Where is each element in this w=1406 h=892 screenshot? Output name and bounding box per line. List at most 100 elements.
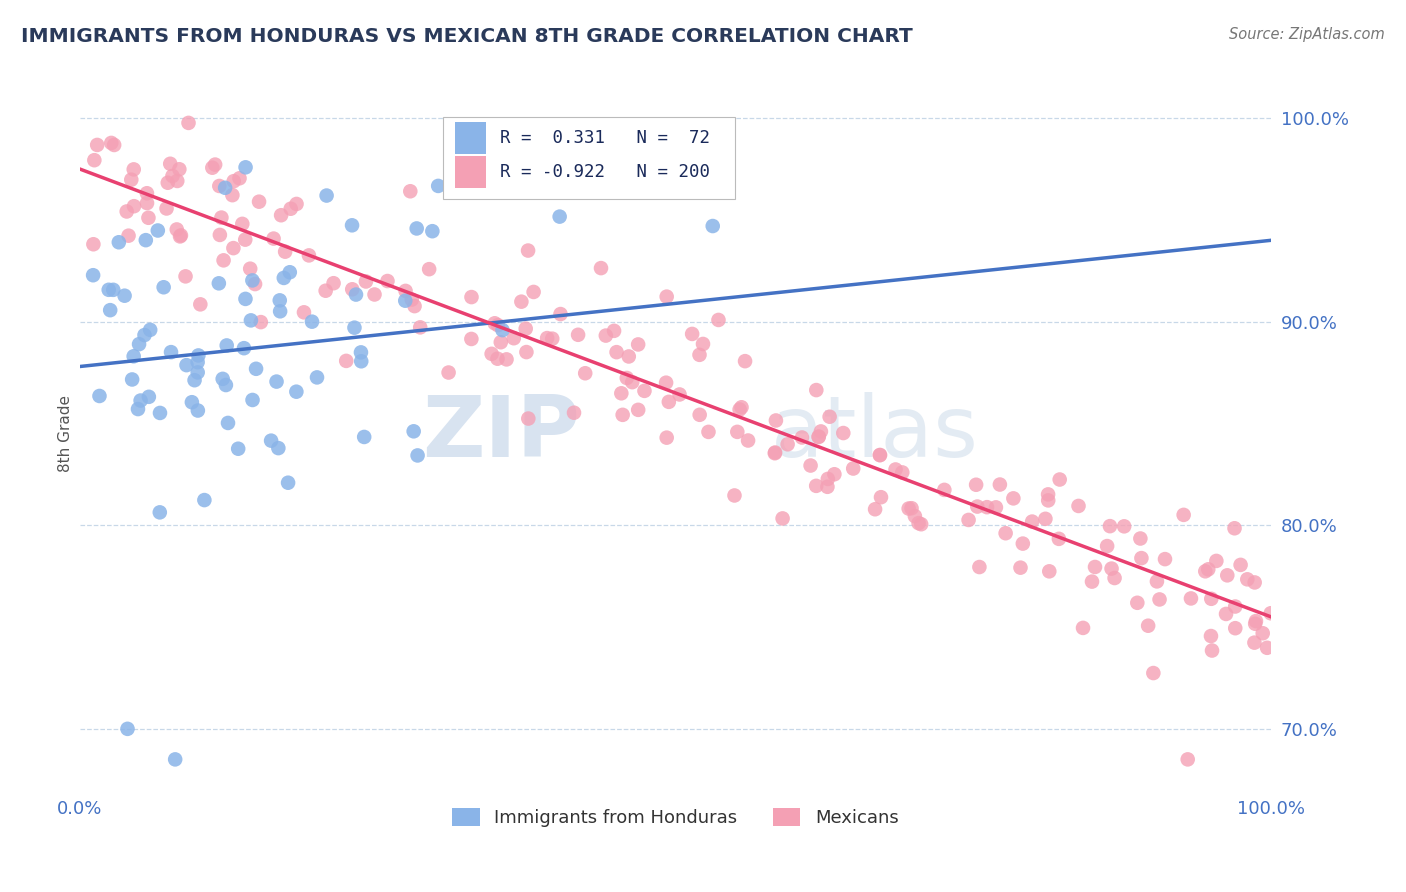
- Point: [193, 493, 215, 508]
- Point: [984, 500, 1007, 515]
- Point: [134, 328, 156, 343]
- Point: [243, 277, 266, 291]
- Point: [274, 244, 297, 259]
- Point: [658, 395, 681, 409]
- Point: [298, 248, 321, 262]
- Point: [681, 326, 703, 341]
- Point: [215, 338, 238, 352]
- Point: [1114, 519, 1136, 533]
- Point: [1201, 643, 1223, 657]
- Point: [242, 392, 264, 407]
- Point: [668, 387, 690, 401]
- Point: [108, 235, 131, 250]
- Point: [1180, 591, 1202, 606]
- Point: [270, 208, 292, 222]
- Point: [689, 408, 711, 422]
- Point: [655, 376, 678, 390]
- Point: [484, 316, 506, 330]
- Point: [204, 158, 226, 172]
- Point: [340, 219, 363, 233]
- Point: [122, 199, 145, 213]
- Point: [399, 184, 422, 198]
- Point: [1038, 493, 1060, 508]
- Point: [208, 227, 231, 242]
- Point: [315, 188, 337, 202]
- Point: [422, 224, 444, 238]
- Point: [1177, 752, 1199, 766]
- Point: [1236, 572, 1258, 586]
- FancyBboxPatch shape: [443, 117, 735, 199]
- Point: [702, 219, 724, 233]
- Point: [159, 157, 181, 171]
- Point: [263, 231, 285, 245]
- Point: [633, 384, 655, 398]
- Point: [170, 228, 193, 243]
- Point: [222, 241, 245, 255]
- Point: [1260, 607, 1282, 621]
- Point: [1229, 558, 1251, 572]
- Point: [1199, 629, 1222, 643]
- Point: [515, 345, 537, 359]
- Point: [806, 479, 828, 493]
- Point: [1223, 521, 1246, 535]
- Point: [1137, 618, 1160, 632]
- Point: [1011, 536, 1033, 550]
- Text: ZIP: ZIP: [422, 392, 581, 475]
- Point: [342, 282, 364, 296]
- Point: [616, 371, 638, 385]
- Text: R =  0.331   N =  72: R = 0.331 N = 72: [501, 129, 710, 147]
- Point: [117, 228, 139, 243]
- Point: [776, 437, 799, 451]
- Point: [772, 511, 794, 525]
- Point: [481, 347, 503, 361]
- Point: [486, 351, 509, 366]
- Point: [734, 354, 756, 368]
- Bar: [456, 122, 486, 154]
- Point: [418, 262, 440, 277]
- Point: [121, 372, 143, 386]
- Point: [612, 408, 634, 422]
- Point: [510, 294, 533, 309]
- Point: [725, 425, 748, 439]
- Point: [723, 488, 745, 502]
- Point: [817, 472, 839, 486]
- Point: [138, 390, 160, 404]
- Point: [208, 277, 231, 291]
- Point: [136, 186, 159, 201]
- Point: [260, 434, 283, 448]
- Point: [160, 345, 183, 359]
- Point: [548, 210, 571, 224]
- Point: [377, 274, 399, 288]
- Point: [231, 217, 253, 231]
- Point: [765, 413, 787, 427]
- Point: [606, 345, 628, 359]
- Point: [536, 331, 558, 345]
- Point: [277, 475, 299, 490]
- Point: [83, 153, 105, 168]
- Point: [976, 500, 998, 515]
- Text: atlas: atlas: [770, 392, 979, 475]
- Point: [187, 365, 209, 379]
- Point: [1225, 621, 1247, 635]
- Point: [1098, 519, 1121, 533]
- Y-axis label: 8th Grade: 8th Grade: [58, 395, 73, 472]
- Point: [763, 445, 786, 459]
- Point: [904, 509, 927, 524]
- Point: [353, 430, 375, 444]
- Point: [491, 323, 513, 337]
- Point: [562, 406, 585, 420]
- Point: [1095, 539, 1118, 553]
- Point: [187, 403, 209, 417]
- Point: [211, 372, 233, 386]
- Point: [166, 222, 188, 236]
- Point: [114, 289, 136, 303]
- Point: [217, 416, 239, 430]
- Point: [1084, 560, 1107, 574]
- Point: [1154, 552, 1177, 566]
- Point: [728, 402, 751, 417]
- Point: [523, 285, 546, 299]
- Point: [187, 348, 209, 362]
- Point: [737, 434, 759, 448]
- Point: [1081, 574, 1104, 589]
- Point: [269, 304, 291, 318]
